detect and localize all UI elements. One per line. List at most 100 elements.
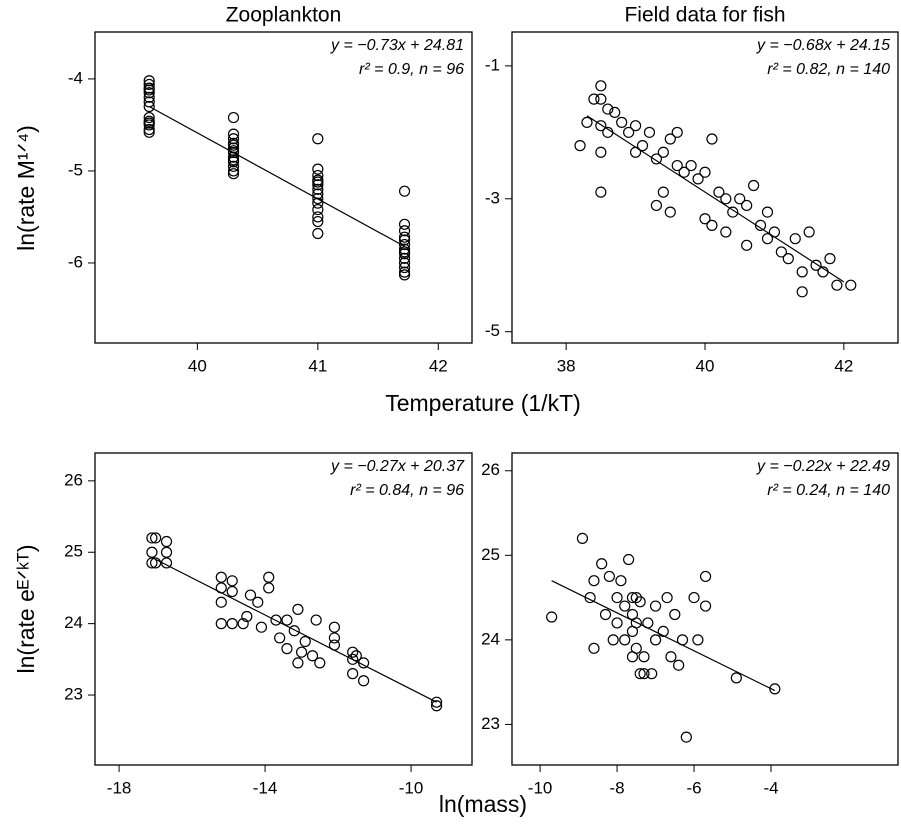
equation: r² = 0.84, n = 96 — [350, 482, 464, 499]
point — [595, 186, 607, 198]
point — [616, 116, 628, 128]
point — [824, 253, 836, 265]
point — [831, 279, 843, 291]
point — [398, 257, 411, 269]
point — [146, 546, 158, 558]
point — [630, 642, 642, 654]
point — [252, 596, 264, 608]
y-tick-label: 26 — [481, 460, 500, 479]
point — [769, 683, 781, 695]
point — [588, 642, 600, 654]
point — [281, 614, 293, 626]
point — [657, 146, 669, 158]
point — [649, 634, 662, 646]
y-tick-label: 25 — [64, 542, 83, 561]
point — [215, 618, 227, 630]
point — [263, 582, 275, 594]
equation: r² = 0.82, n = 140 — [767, 61, 890, 78]
y-axis-label: ln(rate M¹ᐟ⁴) — [13, 125, 39, 251]
y-tick-label: 24 — [481, 629, 500, 648]
point — [630, 591, 642, 604]
point — [664, 206, 676, 218]
point — [657, 186, 669, 198]
point — [398, 252, 411, 264]
point — [347, 668, 359, 680]
equation: y = −0.73x + 24.81 — [330, 37, 464, 54]
point — [706, 133, 718, 145]
y-tick-label: -5 — [68, 160, 83, 179]
point — [623, 126, 635, 138]
point — [638, 668, 650, 680]
x-tick-label: 40 — [188, 356, 207, 375]
point — [646, 668, 658, 680]
point — [226, 585, 238, 598]
point — [215, 596, 227, 608]
point — [615, 575, 627, 587]
point — [634, 668, 646, 680]
point — [650, 153, 663, 165]
point — [160, 546, 173, 558]
point — [215, 571, 227, 583]
point — [398, 231, 411, 243]
point — [661, 591, 673, 604]
point — [576, 532, 589, 544]
point — [358, 675, 370, 687]
point — [312, 169, 324, 182]
x-axis-label: Temperature (1/kT) — [385, 390, 581, 416]
point — [274, 632, 286, 644]
point — [227, 154, 240, 166]
point — [143, 84, 155, 96]
point — [699, 213, 711, 225]
point — [312, 179, 324, 191]
point — [312, 215, 324, 228]
point — [595, 146, 607, 158]
equation: y = −0.27x + 20.37 — [330, 458, 465, 475]
x-tick-label: -4 — [763, 778, 778, 797]
plot-frame — [511, 452, 899, 766]
x-tick-label: 38 — [557, 356, 576, 375]
point — [599, 608, 612, 621]
point — [312, 192, 324, 205]
point — [629, 120, 642, 132]
point — [692, 173, 704, 185]
point — [398, 225, 411, 237]
x-tick-label: -18 — [107, 778, 132, 797]
plot-frame — [511, 31, 899, 344]
plot-frame — [94, 31, 473, 344]
point — [312, 197, 324, 209]
equation: y = −0.68x + 24.15 — [756, 37, 890, 54]
point — [227, 128, 240, 140]
point — [143, 126, 155, 138]
point — [146, 532, 158, 544]
y-tick-label: 25 — [481, 545, 500, 564]
point — [609, 106, 621, 119]
point — [619, 634, 631, 646]
point — [782, 253, 794, 265]
point — [643, 126, 656, 138]
point — [398, 218, 411, 230]
point — [680, 731, 692, 743]
point — [398, 185, 411, 197]
point — [796, 266, 808, 278]
point — [664, 133, 676, 145]
point — [706, 219, 718, 231]
point — [328, 632, 341, 644]
point — [227, 139, 240, 151]
point — [595, 80, 607, 92]
point — [581, 116, 593, 128]
point — [747, 179, 760, 192]
y-tick-label: 24 — [64, 613, 83, 632]
x-tick-label: 42 — [834, 356, 853, 375]
point — [143, 111, 155, 124]
point — [241, 610, 253, 623]
point — [255, 621, 268, 633]
point — [611, 591, 623, 604]
point — [306, 650, 319, 662]
point — [727, 206, 739, 218]
fit-line — [148, 106, 405, 247]
equation: r² = 0.24, n = 140 — [767, 482, 890, 499]
point — [574, 140, 586, 152]
y-tick-label: -3 — [485, 188, 500, 207]
